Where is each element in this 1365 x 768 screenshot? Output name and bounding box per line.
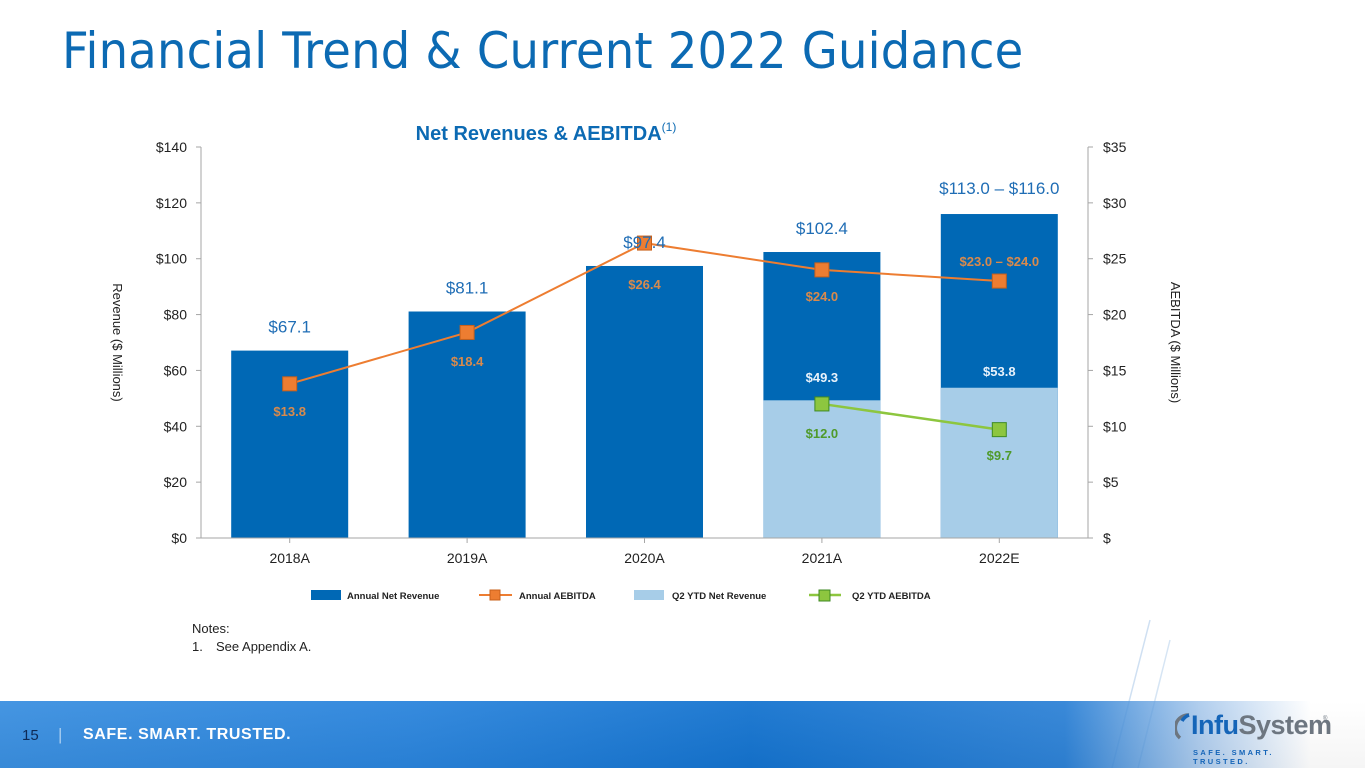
annual-aebitda-marker [814,262,830,278]
left-axis-title: Revenue ($ Millions) [110,283,125,402]
bar-q2-ytd-net-revenue [763,400,881,538]
left-axis-tick-label: $20 [164,474,188,490]
annual-aebitda-data-label: $23.0 – $24.0 [960,254,1040,269]
chart-title: Net Revenues & AEBITDA(1) [416,120,677,145]
right-axis-tick-label: $15 [1103,362,1127,378]
right-axis-tick-label: $5 [1103,474,1119,490]
q2-ytd-aebitda-data-label: $9.7 [987,448,1012,463]
annual-net-revenue-data-label: $67.1 [268,318,311,337]
legend-label-annual-net-revenue: Annual Net Revenue [347,591,439,602]
left-axis-tick-label: $0 [171,530,187,546]
axes-layer: $0 $20 $40 $60 $80 $100 $120 $140 $ $5 $10 $15 $20 $2… [110,139,1183,566]
footer-separator: | [58,725,63,744]
chart-title-text: Net Revenues & AEBITDA [416,123,662,145]
logo-tagline: SAFE. SMART. TRUSTED. [1193,748,1274,766]
revenue-aebitda-chart: $0 $20 $40 $60 $80 $100 $120 $140 $ $5 $10 $15 $20 $2… [110,120,1183,602]
logo-arc-icon [1175,713,1190,740]
x-axis-tick-label: 2022E [979,550,1019,566]
annual-net-revenue-data-label: $81.1 [446,278,489,297]
left-axis-tick-label: $60 [164,362,188,378]
legend-marker-annual-aebitda [489,589,501,601]
annual-aebitda-data-label: $18.4 [451,354,484,369]
x-axis-tick-label: 2018A [269,550,310,566]
legend-label-annual-aebitda: Annual AEBITDA [519,591,596,602]
page-number: 15 [22,727,39,744]
note-item: 1. See Appendix A. [192,638,311,656]
note-text: See Appendix A. [216,639,312,654]
note-number: 1. [192,639,203,654]
q2-ytd-net-revenue-data-label: $53.8 [983,364,1016,379]
right-axis-tick-label: $30 [1103,195,1127,211]
annual-aebitda-marker [637,235,652,251]
x-axis-tick-label: 2021A [802,550,843,566]
chart-legend: Annual Net Revenue Annual AEBITDA Q2 YTD N… [311,589,931,602]
right-axis-tick-label: $ [1103,530,1111,546]
right-axis-title: AEBITDA ($ Millions) [1168,282,1183,403]
q2-ytd-aebitda-data-label: $12.0 [806,426,839,441]
annual-aebitda-marker [459,324,475,340]
bars-layer [231,214,1058,539]
annual-aebitda-data-label: $26.4 [628,277,661,292]
left-axis-tick-label: $120 [156,195,187,211]
page-title: Financial Trend & Current 2022 Guidance [62,22,1024,80]
annual-net-revenue-data-label: $113.0 – $116.0 [939,179,1059,198]
annual-net-revenue-data-label: $97.4 [623,233,666,252]
labels-layer: $67.1 $81.1 $97.4 $102.4 $113.0 – $116.0 $13.… [268,179,1059,463]
annual-aebitda-data-label: $13.8 [273,404,306,419]
right-axis-tick-label: $10 [1103,418,1127,434]
legend-swatch-q2-ytd-net-revenue [634,590,664,600]
legend-label-q2-ytd-net-revenue: Q2 YTD Net Revenue [672,591,766,602]
lines-layer [282,235,1007,438]
q2-ytd-aebitda-line [821,402,1000,431]
infusystem-logo: InfuSystem ® SAFE. SMART. TRUSTED. [1175,706,1335,766]
q2-ytd-net-revenue-data-label: $49.3 [806,370,839,385]
left-axis-tick-label: $40 [164,418,188,434]
legend-label-q2-ytd-aebitda: Q2 YTD AEBITDA [852,591,931,602]
notes-section: Notes: 1. See Appendix A. [192,620,311,656]
annual-net-revenue-data-label: $102.4 [796,219,848,238]
annual-aebitda-data-label: $24.0 [806,289,839,304]
q2-ytd-aebitda-marker [991,422,1007,438]
right-axis-tick-label: $25 [1103,251,1127,267]
logo-wordmark-system: System [1238,710,1332,740]
bar-annual-net-revenue [408,311,526,538]
annual-aebitda-marker [991,273,1007,289]
chart-title-superscript: (1) [662,120,677,134]
footer-tagline: SAFE. SMART. TRUSTED. [83,726,292,743]
logo-registered-mark: ® [1323,716,1328,722]
x-axis-tick-label: 2020A [624,550,665,566]
left-axis-tick-label: $80 [164,307,188,323]
logo-wordmark: InfuSystem [1191,710,1332,741]
legend-marker-q2-ytd-aebitda [818,589,831,602]
right-axis-tick-label: $35 [1103,139,1127,155]
legend-swatch-annual-net-revenue [311,590,341,600]
bar-annual-net-revenue [586,265,703,538]
bar-q2-ytd-net-revenue [940,387,1058,538]
footer-bar [0,701,1365,768]
logo-wordmark-infu: Infu [1191,710,1239,740]
notes-heading: Notes: [192,621,230,636]
left-axis-tick-label: $140 [156,139,187,155]
right-axis-tick-label: $20 [1103,307,1127,323]
annual-aebitda-marker [282,376,298,392]
x-axis-tick-label: 2019A [447,550,488,566]
left-axis-tick-label: $100 [156,251,187,267]
q2-ytd-aebitda-marker [814,396,830,412]
